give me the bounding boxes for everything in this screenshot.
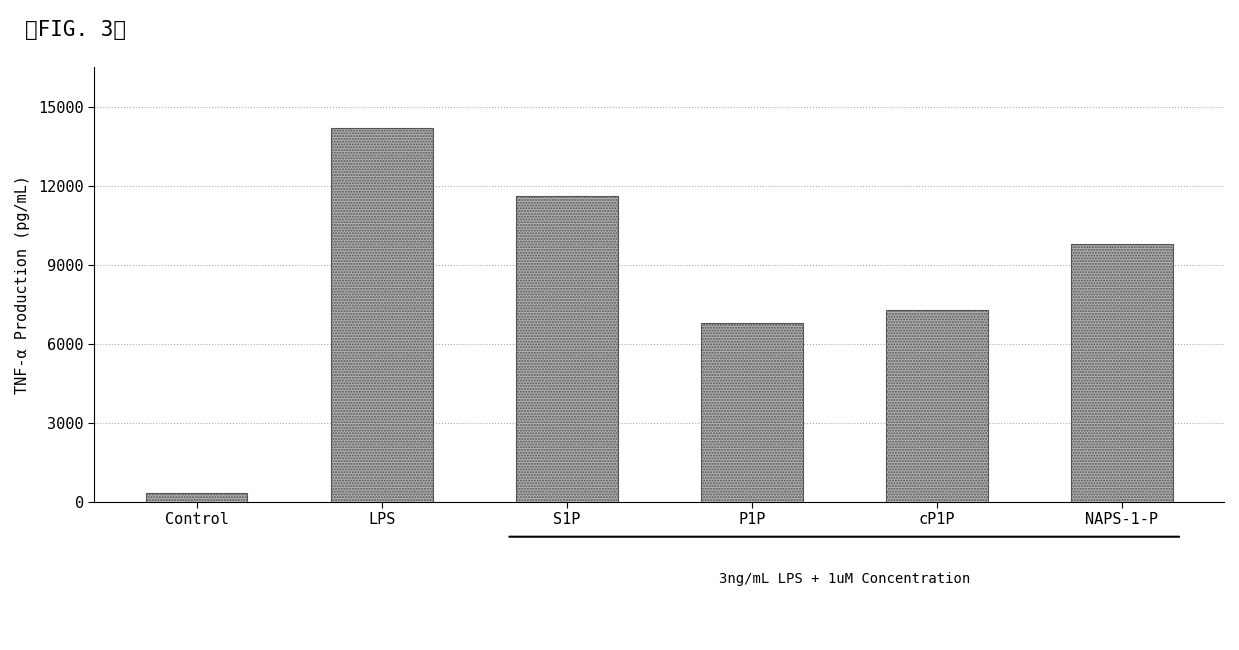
Bar: [331, 127, 432, 502]
Text: 【FIG. 3】: 【FIG. 3】: [25, 20, 126, 40]
Bar: [1070, 244, 1172, 502]
Text: 3ng/mL LPS + 1uM Concentration: 3ng/mL LPS + 1uM Concentration: [719, 571, 970, 586]
Bar: [146, 493, 248, 502]
Y-axis label: TNF-α Production (pg/mL): TNF-α Production (pg/mL): [15, 175, 30, 394]
Bar: [701, 322, 803, 502]
Bar: [886, 309, 987, 502]
Bar: [515, 196, 617, 502]
